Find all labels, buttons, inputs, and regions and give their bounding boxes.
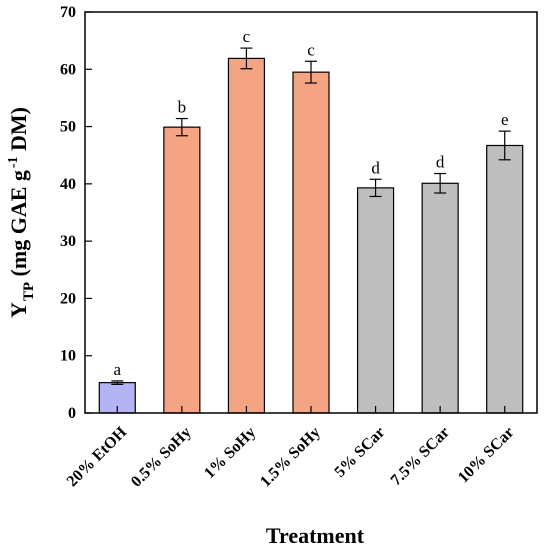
y-tick-label: 50 [60, 119, 76, 136]
x-tick-label: 20% EtOH [64, 423, 131, 490]
error-bar [369, 178, 382, 198]
y-tick-label: 60 [60, 61, 76, 78]
y-title-unit-suffix: DM) [6, 107, 31, 156]
x-tick-label: 1.5% SoHy [257, 424, 324, 491]
error-bars-group [111, 47, 511, 385]
error-bar [498, 130, 511, 161]
error-bar [434, 172, 447, 194]
significance-letter: e [501, 110, 509, 129]
significance-letter: d [436, 153, 445, 172]
bar [356, 187, 395, 414]
bar [421, 182, 459, 414]
y-tick-label: 20 [60, 290, 76, 307]
y-tick-label: 70 [60, 4, 76, 21]
y-tick-label: 0 [68, 405, 76, 422]
x-tick-label: 7.5% SCar [388, 424, 453, 489]
significance-letter: c [307, 40, 315, 59]
y-axis-title: YTP (mg GAE g -1 DM) [6, 107, 37, 318]
error-bar [240, 47, 253, 70]
significance-letter: b [178, 98, 187, 117]
y-title-main: Y [6, 302, 31, 318]
significance-letter: d [371, 158, 380, 177]
y-tick-label: 30 [60, 233, 76, 250]
y-tick-label: 10 [60, 348, 76, 365]
y-title-superscript: -1 [6, 156, 21, 168]
x-axis-title: Treatment [266, 523, 365, 548]
y-title-subscript: TP [21, 282, 37, 301]
error-bar [305, 60, 317, 84]
y-title-unit-prefix: (mg GAE g [6, 170, 31, 282]
x-tick-label: 10% SCar [455, 424, 518, 487]
x-tick-label: 1% SoHy [201, 424, 259, 482]
bar [292, 71, 330, 414]
y-axis-ticks: 0 10 20 30 40 50 60 70 [60, 4, 92, 422]
significance-letter: c [243, 27, 251, 46]
bar [486, 144, 524, 414]
y-tick-label: 40 [60, 176, 76, 193]
significance-labels: a b c c d d e [114, 27, 509, 379]
bar [227, 57, 266, 414]
x-tick-label: 0.5% SoHy [128, 424, 195, 491]
x-tick-label: 5% SCar [331, 424, 388, 481]
bar [163, 126, 201, 414]
error-bar [175, 117, 188, 137]
error-bar [111, 380, 124, 385]
significance-letter: a [114, 360, 122, 379]
bars-group [98, 57, 524, 414]
